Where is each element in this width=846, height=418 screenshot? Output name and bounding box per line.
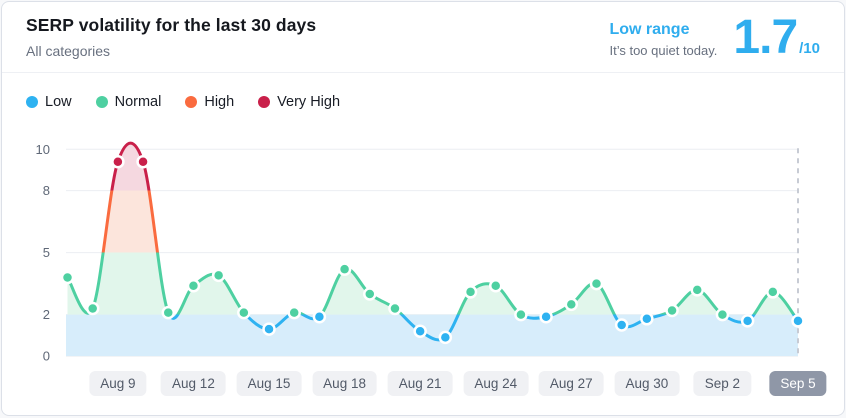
data-point-sep-3[interactable]	[740, 314, 755, 328]
x-tick-aug-15[interactable]: Aug 15	[236, 371, 302, 396]
y-tick-label-8: 8	[43, 183, 50, 198]
y-tick-label-5: 5	[43, 245, 50, 260]
data-point-aug-19[interactable]	[363, 287, 377, 301]
data-point-aug-9[interactable]	[111, 154, 125, 169]
volatility-note: It’s too quiet today.	[609, 43, 718, 58]
chart-legend: Low Normal High Very High	[26, 94, 340, 110]
data-point-aug-27[interactable]	[564, 297, 579, 312]
legend-dot-icon	[95, 96, 108, 108]
data-point-aug-20[interactable]	[388, 301, 402, 316]
data-point-aug-15[interactable]	[262, 322, 276, 336]
y-tick-label-10: 10	[36, 142, 50, 157]
data-point-aug-24[interactable]	[488, 278, 503, 293]
data-point-aug-10[interactable]	[136, 154, 150, 169]
legend-dot-icon	[185, 96, 198, 108]
data-point-aug-8[interactable]	[85, 301, 100, 316]
volatility-score: 1.7	[733, 11, 798, 64]
data-point-aug-21[interactable]	[413, 324, 427, 338]
data-point-aug-29[interactable]	[614, 318, 629, 332]
data-point-aug-30[interactable]	[640, 312, 654, 326]
legend-dot-icon	[258, 96, 271, 108]
x-tick-aug-18[interactable]: Aug 18	[312, 371, 377, 396]
data-point-aug-17[interactable]	[312, 309, 327, 324]
data-point-aug-13[interactable]	[211, 268, 226, 283]
legend-item-normal: Normal	[95, 94, 162, 110]
legend-dot-icon	[26, 96, 38, 108]
data-point-aug-14[interactable]	[237, 305, 251, 320]
x-tick-aug-12[interactable]: Aug 12	[161, 371, 226, 396]
data-point-aug-16[interactable]	[287, 305, 301, 320]
y-tick-label-0: 0	[43, 349, 50, 364]
y-tick-label-2: 2	[43, 307, 50, 322]
page-title: SERP volatility for the last 30 days	[26, 15, 317, 35]
data-point-aug-18[interactable]	[337, 262, 352, 276]
legend-label: High	[204, 94, 235, 110]
header-divider	[2, 72, 844, 73]
volatility-range-label: Low range	[609, 21, 690, 38]
data-point-sep-1[interactable]	[690, 283, 704, 297]
data-point-aug-28[interactable]	[589, 276, 604, 291]
x-tick-sep-2[interactable]: Sep 2	[693, 371, 752, 396]
x-tick-aug-24[interactable]: Aug 24	[463, 371, 529, 396]
data-point-aug-12[interactable]	[186, 278, 201, 293]
data-point-aug-31[interactable]	[665, 303, 679, 318]
legend-label: Very High	[277, 94, 341, 110]
category-filter-label: All categories	[26, 43, 111, 59]
area-fill	[67, 143, 798, 315]
data-point-sep-2[interactable]	[715, 307, 730, 322]
data-point-aug-22[interactable]	[438, 330, 453, 345]
data-point-aug-7[interactable]	[60, 270, 75, 285]
data-point-aug-11[interactable]	[161, 305, 176, 320]
volatility-score-max: /10	[799, 40, 820, 57]
low-band-fill	[66, 314, 798, 356]
legend-item-high: High	[185, 94, 234, 110]
legend-label: Low	[45, 94, 72, 110]
x-tick-sep-5[interactable]: Sep 5	[769, 371, 827, 396]
data-point-aug-25[interactable]	[514, 307, 528, 322]
data-point-aug-23[interactable]	[463, 285, 478, 299]
legend-item-low: Low	[26, 94, 72, 110]
x-axis: Aug 9 Aug 12 Aug 15 Aug 18 Aug 21 Aug 24 Aug 2…	[2, 371, 844, 401]
x-tick-aug-9[interactable]: Aug 9	[89, 371, 147, 396]
widget-header: SERP volatility for the last 30 days All…	[2, 2, 844, 72]
legend-item-very-high: Very High	[258, 94, 340, 110]
x-tick-aug-30[interactable]: Aug 30	[614, 371, 680, 396]
legend-label: Normal	[114, 94, 162, 110]
data-point-aug-26[interactable]	[539, 309, 553, 324]
x-tick-aug-27[interactable]: Aug 27	[538, 371, 604, 396]
data-point-sep-5[interactable]	[791, 314, 805, 328]
x-tick-aug-21[interactable]: Aug 21	[387, 371, 453, 396]
data-point-sep-4[interactable]	[766, 285, 780, 299]
